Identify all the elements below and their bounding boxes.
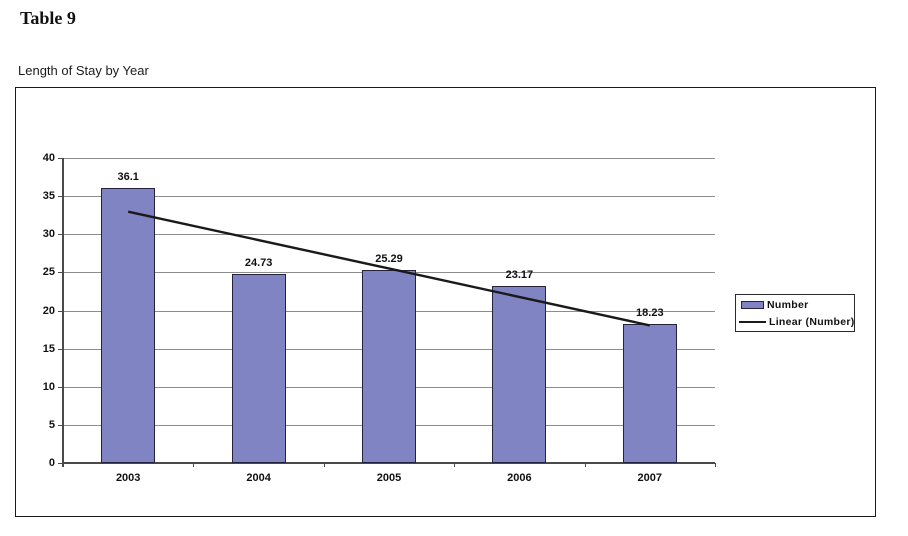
y-tick-mark bbox=[58, 272, 63, 274]
y-tick-label: 10 bbox=[42, 380, 55, 393]
y-tick-label: 15 bbox=[42, 342, 55, 355]
x-tick-mark bbox=[63, 463, 64, 467]
y-tick-mark bbox=[58, 158, 63, 159]
chart-frame: 0 5 10 15 20 25 30 35 40 36.1 2003 24.73 2004 25.29 20… bbox=[15, 87, 876, 517]
line-swatch-icon bbox=[739, 320, 766, 323]
y-tick-mark bbox=[58, 348, 63, 350]
plot-area: 0 5 10 15 20 25 30 35 40 36.1 2003 24.73 2004 25.29 20… bbox=[16, 88, 875, 516]
y-tick-label: 30 bbox=[42, 228, 55, 241]
bar-value-label: 25.29 bbox=[375, 253, 403, 266]
y-tick-label: 35 bbox=[42, 190, 55, 203]
bar-swatch-icon bbox=[741, 300, 764, 309]
gridline bbox=[63, 234, 715, 236]
gridline bbox=[63, 158, 715, 159]
y-tick-mark bbox=[58, 463, 63, 464]
y-tick-mark bbox=[58, 386, 63, 388]
x-tick-label: 2007 bbox=[637, 472, 663, 484]
x-tick-mark bbox=[193, 463, 195, 467]
y-tick-label: 5 bbox=[48, 418, 55, 431]
bar bbox=[231, 274, 286, 463]
legend: Number Linear (Number) bbox=[735, 294, 855, 332]
legend-item-linear: Linear (Number) bbox=[736, 315, 854, 329]
bar bbox=[362, 270, 416, 463]
x-tick-label: 2006 bbox=[507, 472, 532, 484]
x-tick-mark bbox=[323, 463, 325, 467]
legend-label-number: Number bbox=[767, 298, 809, 311]
y-tick-label: 20 bbox=[42, 304, 55, 317]
y-tick-label: 25 bbox=[42, 266, 55, 279]
x-axis bbox=[63, 462, 715, 464]
bar-value-label: 23.17 bbox=[505, 269, 534, 282]
y-tick-mark bbox=[58, 424, 63, 426]
x-tick-label: 2005 bbox=[376, 472, 402, 484]
table-heading: Table 9 bbox=[20, 8, 76, 28]
legend-label-linear: Linear (Number) bbox=[769, 315, 855, 328]
bar bbox=[101, 187, 156, 463]
gridline bbox=[63, 196, 715, 198]
chart-title: Length of Stay by Year bbox=[18, 63, 149, 78]
x-tick-mark bbox=[584, 463, 586, 467]
legend-item-number: Number bbox=[736, 298, 854, 312]
x-tick-label: 2004 bbox=[246, 472, 271, 484]
bar bbox=[492, 286, 547, 463]
x-tick-label: 2003 bbox=[115, 472, 141, 484]
y-tick-mark bbox=[58, 310, 63, 312]
x-tick-mark bbox=[454, 463, 456, 467]
y-tick-mark bbox=[58, 196, 63, 198]
y-tick-mark bbox=[58, 234, 63, 236]
y-tick-label: 0 bbox=[48, 457, 55, 469]
bar-value-label: 24.73 bbox=[244, 257, 273, 270]
y-tick-label: 40 bbox=[42, 152, 55, 164]
x-tick-mark bbox=[715, 463, 716, 467]
bar-value-label: 36.1 bbox=[117, 170, 139, 183]
bar bbox=[622, 323, 677, 463]
bar-value-label: 18.23 bbox=[636, 306, 664, 319]
y-axis bbox=[62, 158, 64, 467]
